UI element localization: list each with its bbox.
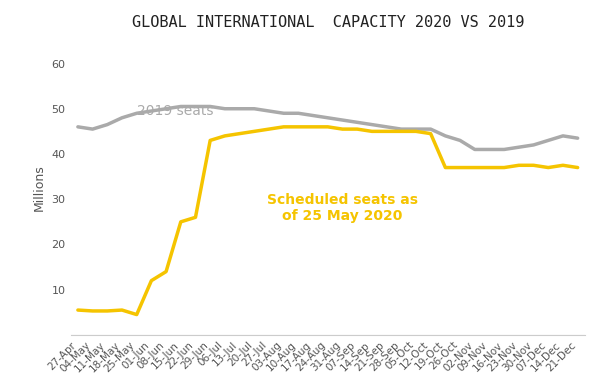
Title: GLOBAL INTERNATIONAL  CAPACITY 2020 VS 2019: GLOBAL INTERNATIONAL CAPACITY 2020 VS 20…: [131, 15, 524, 30]
Y-axis label: Millions: Millions: [33, 165, 46, 211]
Text: Scheduled seats as
of 25 May 2020: Scheduled seats as of 25 May 2020: [267, 193, 418, 223]
Text: 2019 seats: 2019 seats: [137, 104, 213, 118]
